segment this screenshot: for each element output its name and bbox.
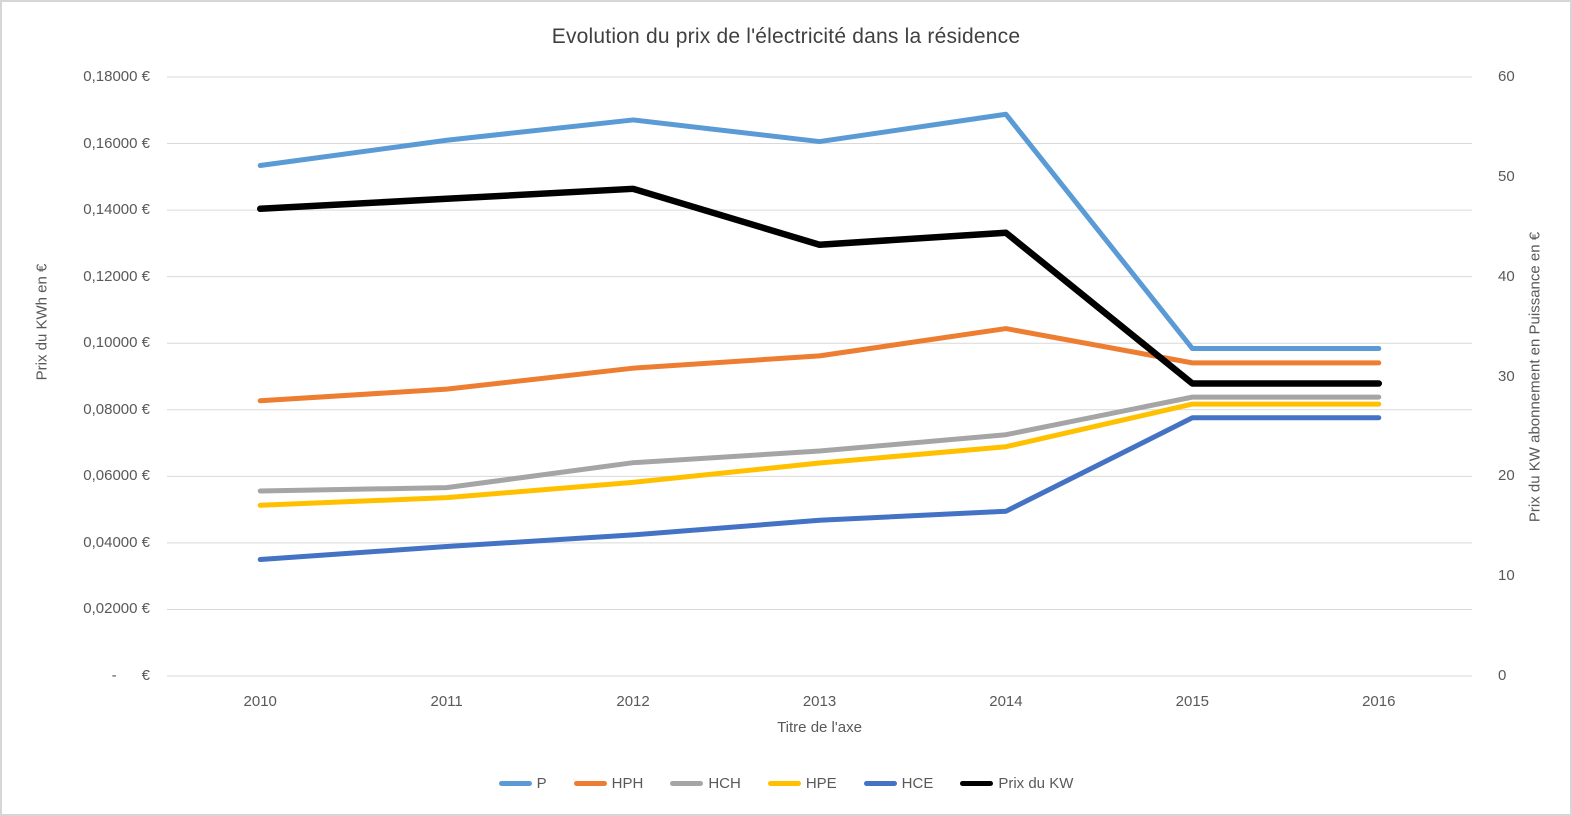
right-axis-title: Prix du KW abonnement en Puissance en €: [1526, 231, 1544, 523]
series-line-prix-du-kw: [256, 185, 1383, 387]
x-tick-label: 2014: [989, 693, 1023, 710]
legend-swatch: [573, 781, 607, 786]
legend-item-hpe: HPE: [767, 775, 837, 792]
series-line-p: [257, 111, 1382, 352]
x-tick-label: 2011: [430, 693, 463, 710]
chart-legend: P HPH HCH HPE HCE Prix du KW: [2, 775, 1570, 792]
legend-label: HCH: [708, 775, 741, 792]
legend-swatch: [498, 781, 532, 786]
y-right-tick-label: 30: [1498, 367, 1515, 385]
legend-swatch: [767, 781, 801, 786]
left-axis-title: Prix du KWh en €: [33, 263, 51, 381]
y-right-tick-label: 50: [1498, 167, 1515, 185]
legend-label: Prix du KW: [998, 775, 1074, 792]
y-left-tick-label: 0,04000 €: [83, 533, 150, 551]
legend-label: P: [536, 775, 547, 792]
series-line-hpe: [257, 401, 1382, 508]
x-tick-label: 2015: [1175, 693, 1210, 710]
x-tick-label: 2013: [802, 693, 837, 710]
chart-title: Evolution du prix de l'électricité dans …: [551, 25, 1021, 48]
y-left-tick-label: 0,18000 €: [83, 68, 150, 85]
y-left-tick-label: 0,10000 €: [83, 334, 150, 352]
x-tick-label: 2012: [616, 693, 650, 710]
x-tick-label: 2010: [243, 693, 277, 710]
legend-label: HPE: [805, 775, 837, 792]
legend-item-hce: HCE: [863, 775, 934, 792]
y-right-tick-label: 20: [1498, 467, 1515, 485]
series-line-hce: [257, 415, 1382, 563]
legend-item-hch: HCH: [670, 775, 741, 792]
y-right-tick-label: 0: [1498, 667, 1507, 684]
y-right-tick-label: 40: [1498, 267, 1515, 285]
y-left-tick-label: - €: [111, 667, 150, 684]
x-axis-title: Titre de l'axe: [777, 719, 862, 736]
legend-label: HPH: [611, 775, 644, 792]
legend-swatch: [670, 781, 704, 786]
y-left-tick-label: 0,08000 €: [83, 400, 150, 418]
legend-item-hph: HPH: [573, 775, 644, 792]
legend-label: HCE: [901, 775, 934, 792]
y-right-tick-label: 60: [1498, 68, 1515, 85]
legend-swatch: [960, 781, 994, 786]
series-line-hch: [257, 394, 1382, 494]
y-left-tick-label: 0,12000 €: [83, 267, 150, 285]
y-left-tick-label: 0,14000 €: [83, 201, 150, 219]
x-tick-label: 2016: [1362, 693, 1396, 710]
y-right-tick-label: 10: [1498, 567, 1515, 585]
y-left-tick-label: 0,16000 €: [83, 134, 150, 152]
y-left-tick-label: 0,06000 €: [83, 467, 150, 485]
series-line-hph: [257, 326, 1382, 404]
y-left-tick-label: 0,02000 €: [83, 600, 150, 618]
legend-item-prix-du-kw: Prix du KW: [960, 775, 1073, 792]
legend-swatch: [863, 781, 897, 786]
legend-item-p: P: [498, 775, 547, 792]
